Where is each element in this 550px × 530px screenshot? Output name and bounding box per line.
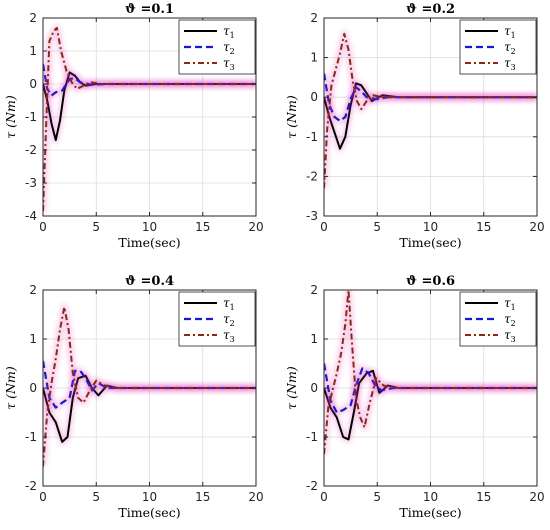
- x-tick-label: 10: [423, 490, 438, 504]
- y-tick-label: -3: [25, 176, 37, 190]
- y-tick-label: 2: [310, 11, 318, 25]
- series-line-tau3: [43, 306, 256, 467]
- chart-title: ϑ =0.4: [125, 274, 174, 289]
- x-axis-label: Time(sec): [118, 505, 180, 520]
- x-tick-label: 15: [195, 490, 210, 504]
- y-tick-label: 0: [310, 381, 318, 395]
- legend-box: [178, 19, 256, 75]
- y-tick-label: 0: [29, 381, 37, 395]
- y-tick-label: -2: [25, 143, 37, 157]
- y-tick-label: -1: [25, 110, 37, 124]
- x-tick-label: 20: [529, 220, 544, 234]
- legend-box: [178, 291, 256, 347]
- y-tick-label: 1: [29, 332, 37, 346]
- y-tick-label: -1: [306, 130, 318, 144]
- chart-panel-4: 0 5 10 15 20 -2 -1 0 1 2 ϑ =0.6 Time(sec) τ (Nm) τ1τ2…: [284, 274, 545, 520]
- y-tick-label: -2: [25, 479, 37, 493]
- y-tick-label: -2: [306, 479, 318, 493]
- series-line-tau3: [43, 26, 256, 212]
- x-axis-label: Time(sec): [118, 235, 180, 250]
- x-tick-label: 5: [92, 220, 100, 234]
- legend-label-tau2: τ2: [504, 312, 516, 328]
- legend-label-tau3: τ3: [504, 56, 516, 72]
- x-tick-label: 15: [195, 220, 210, 234]
- y-tick-label: 2: [310, 283, 318, 297]
- series-line-tau2: [324, 363, 537, 414]
- x-tick-label: 0: [320, 490, 328, 504]
- legend-box: [459, 19, 537, 75]
- legend-label-tau1: τ1: [223, 296, 235, 312]
- chart-title: ϑ =0.6: [406, 274, 455, 289]
- x-axis-label: Time(sec): [399, 235, 461, 250]
- y-tick-label: 1: [29, 44, 37, 58]
- x-tick-label: 0: [39, 220, 47, 234]
- legend-label-tau3: τ3: [504, 328, 516, 344]
- y-tick-label: 1: [310, 332, 318, 346]
- series-group: [43, 303, 256, 467]
- x-tick-label: 15: [476, 220, 491, 234]
- x-tick-label: 0: [39, 490, 47, 504]
- x-tick-label: 5: [92, 490, 100, 504]
- y-axis-label: τ (Nm): [284, 95, 299, 139]
- legend-label-tau2: τ2: [504, 40, 516, 56]
- legend-box: [459, 291, 537, 347]
- x-axis-label: Time(sec): [399, 505, 461, 520]
- y-tick-label: -1: [25, 430, 37, 444]
- x-tick-label: 5: [373, 220, 381, 234]
- y-tick-label: 1: [310, 51, 318, 65]
- x-tick-label: 10: [142, 220, 157, 234]
- y-axis-label: τ (Nm): [3, 95, 18, 139]
- x-tick-label: 20: [248, 490, 263, 504]
- y-tick-label: 0: [29, 77, 37, 91]
- legend-label-tau1: τ1: [504, 296, 516, 312]
- chart-title: ϑ =0.2: [406, 2, 455, 17]
- y-tick-label: 2: [29, 283, 37, 297]
- legend-label-tau1: τ1: [223, 24, 235, 40]
- legend-label-tau2: τ2: [223, 40, 235, 56]
- x-tick-label: 20: [248, 220, 263, 234]
- y-axis-label: τ (Nm): [284, 366, 299, 410]
- x-tick-label: 0: [320, 220, 328, 234]
- y-tick-label: -2: [306, 169, 318, 183]
- y-tick-label: -3: [306, 209, 318, 223]
- x-tick-label: 10: [142, 490, 157, 504]
- chart-panel-2: 0 5 10 15 20 -3 -2 -1 0 1 2 ϑ =0.2 Time(sec) τ (Nm) τ1…: [284, 2, 545, 250]
- legend-label-tau1: τ1: [504, 24, 516, 40]
- x-tick-label: 10: [423, 220, 438, 234]
- y-tick-label: -4: [25, 209, 37, 223]
- legend-label-tau2: τ2: [223, 312, 235, 328]
- y-tick-label: -1: [306, 430, 318, 444]
- x-tick-label: 15: [476, 490, 491, 504]
- x-tick-label: 5: [373, 490, 381, 504]
- chart-panel-3: 0 5 10 15 20 -2 -1 0 1 2 ϑ =0.4 Time(sec) τ (Nm) τ1τ2…: [3, 274, 264, 520]
- x-tick-label: 20: [529, 490, 544, 504]
- series-glow-tau3: [324, 30, 537, 189]
- legend-label-tau3: τ3: [223, 56, 235, 72]
- legend-label-tau3: τ3: [223, 328, 235, 344]
- series-line-tau3: [324, 290, 537, 455]
- y-tick-label: 0: [310, 90, 318, 104]
- series-group: [324, 290, 537, 455]
- chart-panel-1: 0 5 10 15 20 -4 -3 -2 -1 0 1 2 ϑ =0.1 Time(sec) τ (Nm)…: [3, 2, 264, 250]
- y-axis-label: τ (Nm): [3, 366, 18, 410]
- series-group: [324, 30, 537, 189]
- series-group: [43, 24, 256, 212]
- y-tick-label: 2: [29, 11, 37, 25]
- chart-title: ϑ =0.1: [125, 2, 174, 17]
